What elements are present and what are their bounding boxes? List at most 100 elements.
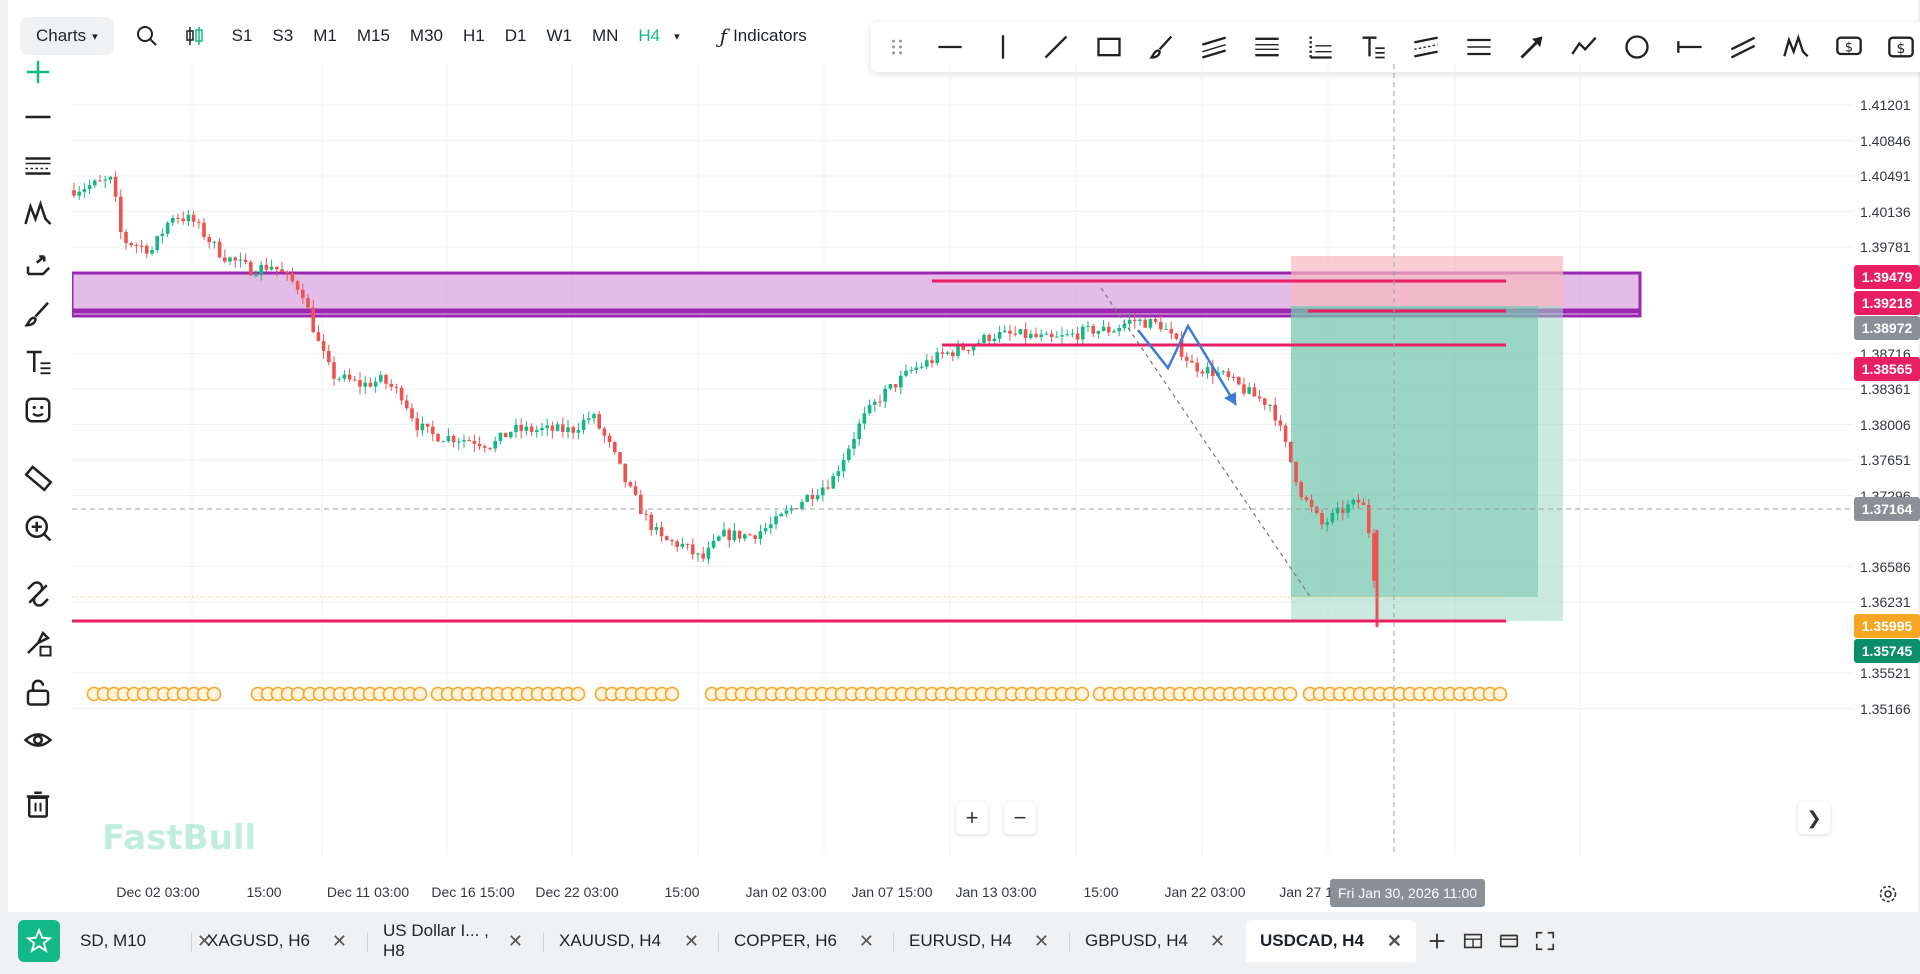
pattern-icon[interactable] — [1769, 22, 1822, 72]
candle-body — [1060, 335, 1064, 337]
take-profit-area[interactable] — [1291, 306, 1563, 621]
split-layout-icon[interactable] — [1458, 926, 1488, 956]
price-note-icon[interactable]: $ — [1875, 22, 1920, 72]
symbol-tab[interactable]: XAUUSD, H4 ✕ — [545, 920, 713, 962]
candle-body — [524, 426, 529, 431]
timeframe-h1[interactable]: H1 — [462, 26, 485, 45]
event-marker[interactable] — [412, 686, 428, 702]
timeframe-m1[interactable]: M1 — [313, 26, 337, 45]
event-marker[interactable] — [570, 686, 586, 702]
price-chart[interactable] — [72, 64, 1854, 874]
zoom-in-button[interactable]: + — [956, 802, 988, 834]
timeframe-mn[interactable]: MN — [591, 26, 619, 45]
text-icon[interactable] — [1347, 22, 1400, 72]
text-icon[interactable] — [18, 342, 58, 382]
parallel-channel-icon[interactable] — [1188, 22, 1241, 72]
regression-icon[interactable] — [1399, 22, 1452, 72]
fib-retracement-icon[interactable] — [1241, 22, 1294, 72]
scroll-right-button[interactable]: ❯ — [1798, 802, 1830, 834]
symbol-tab[interactable]: GBPUSD, H4 ✕ — [1071, 920, 1239, 962]
price-axis[interactable]: 1.41201 1.40846 1.40491 1.40136 1.39781 1.387… — [1854, 64, 1920, 874]
close-icon[interactable]: ✕ — [196, 930, 212, 951]
event-marker[interactable] — [1282, 686, 1298, 702]
candle — [243, 253, 248, 265]
drag-handle-icon[interactable] — [871, 22, 924, 72]
horizontal-line-icon[interactable] — [924, 22, 977, 72]
close-icon[interactable]: ✕ — [683, 930, 699, 951]
charts-menu-button[interactable]: Charts ▾ — [20, 17, 114, 55]
close-icon[interactable]: ✕ — [858, 930, 874, 951]
ruler-icon[interactable] — [18, 458, 58, 498]
crosshair-icon[interactable] — [18, 52, 58, 92]
close-icon[interactable]: ✕ — [1033, 930, 1049, 951]
watchlist-star-button[interactable] — [18, 920, 60, 962]
candle-body — [696, 553, 700, 555]
symbol-tab[interactable]: XAGUSD, H6 ✕ — [193, 920, 361, 962]
rectangle-icon[interactable] — [1082, 22, 1135, 72]
price-label-icon[interactable]: $ — [1822, 22, 1875, 72]
lock-drawing-icon[interactable] — [18, 623, 58, 663]
parallel-lines-icon[interactable] — [1717, 22, 1770, 72]
arrow-icon[interactable] — [1505, 22, 1558, 72]
channel-icon[interactable] — [1452, 22, 1505, 72]
close-icon[interactable]: ✕ — [331, 930, 347, 951]
symbol-tab[interactable]: USDCAD, H4 ✕ — [1246, 920, 1416, 962]
window-icon[interactable] — [1494, 926, 1524, 956]
ray-icon[interactable] — [1664, 22, 1717, 72]
path-icon[interactable] — [1558, 22, 1611, 72]
trash-icon[interactable] — [18, 784, 58, 824]
close-icon[interactable]: ✕ — [1386, 930, 1402, 951]
event-marker[interactable] — [290, 686, 306, 702]
indicators-button[interactable]: ƒ Indicators — [720, 24, 807, 48]
candle — [150, 246, 154, 256]
add-tab-icon[interactable] — [1422, 926, 1452, 956]
symbol-tab[interactable]: COPPER, H6 ✕ — [720, 920, 888, 962]
price-tick-label: 1.36231 — [1860, 594, 1911, 610]
magnet-icon[interactable] — [18, 574, 58, 614]
candle — [1060, 327, 1064, 344]
candle — [1127, 312, 1132, 332]
timeframe-d1[interactable]: D1 — [504, 26, 527, 45]
fullscreen-icon[interactable] — [1530, 926, 1560, 956]
close-icon[interactable]: ✕ — [1209, 930, 1225, 951]
unlock-icon[interactable] — [18, 672, 58, 712]
emoji-icon[interactable] — [18, 390, 58, 430]
event-marker[interactable] — [206, 686, 222, 702]
candle-body — [883, 388, 887, 402]
search-icon[interactable] — [132, 21, 162, 51]
brush-icon[interactable] — [18, 294, 58, 334]
zoom-in-icon[interactable] — [18, 508, 58, 548]
pattern-icon[interactable] — [18, 194, 58, 234]
event-marker[interactable] — [1074, 686, 1090, 702]
line-icon[interactable] — [18, 97, 58, 137]
brush-icon[interactable] — [1135, 22, 1188, 72]
vertical-line-icon[interactable] — [977, 22, 1030, 72]
timeframe-chevron-down-icon[interactable]: ▾ — [674, 30, 680, 43]
timeframe-m30[interactable]: M30 — [409, 26, 443, 45]
candle-body — [1211, 367, 1215, 377]
timeframe-m15[interactable]: M15 — [356, 26, 390, 45]
eye-icon[interactable] — [18, 720, 58, 760]
fib-extension-icon[interactable] — [1294, 22, 1347, 72]
circle-icon[interactable] — [1611, 22, 1664, 72]
projection-icon[interactable] — [18, 244, 58, 284]
close-icon[interactable]: ✕ — [507, 930, 523, 951]
timeframe-s1[interactable]: S1 — [231, 26, 253, 45]
fib-icon[interactable] — [18, 146, 58, 186]
trend-line-icon[interactable] — [1030, 22, 1083, 72]
candle — [134, 242, 139, 254]
symbol-tab[interactable]: SD, M10 ✕ — [66, 920, 226, 962]
event-marker[interactable] — [1492, 686, 1508, 702]
timeframe-w1[interactable]: W1 — [546, 26, 572, 45]
timeframe-h4[interactable]: H4 — [638, 26, 661, 45]
chart-settings-icon[interactable] — [1874, 880, 1902, 908]
projection-path[interactable] — [1137, 323, 1238, 406]
time-axis[interactable]: Dec 02 03:00 15:00 Dec 11 03:00 Dec 16 15:0… — [72, 874, 1854, 912]
candlestick-type-icon[interactable] — [180, 21, 210, 51]
candle-body — [399, 387, 404, 401]
symbol-tab[interactable]: EURUSD, H4 ✕ — [895, 920, 1063, 962]
timeframe-s3[interactable]: S3 — [272, 26, 294, 45]
symbol-tab[interactable]: US Dollar I... , H8 ✕ — [369, 920, 537, 962]
zoom-out-button[interactable]: − — [1004, 802, 1036, 834]
event-marker[interactable] — [664, 686, 680, 702]
